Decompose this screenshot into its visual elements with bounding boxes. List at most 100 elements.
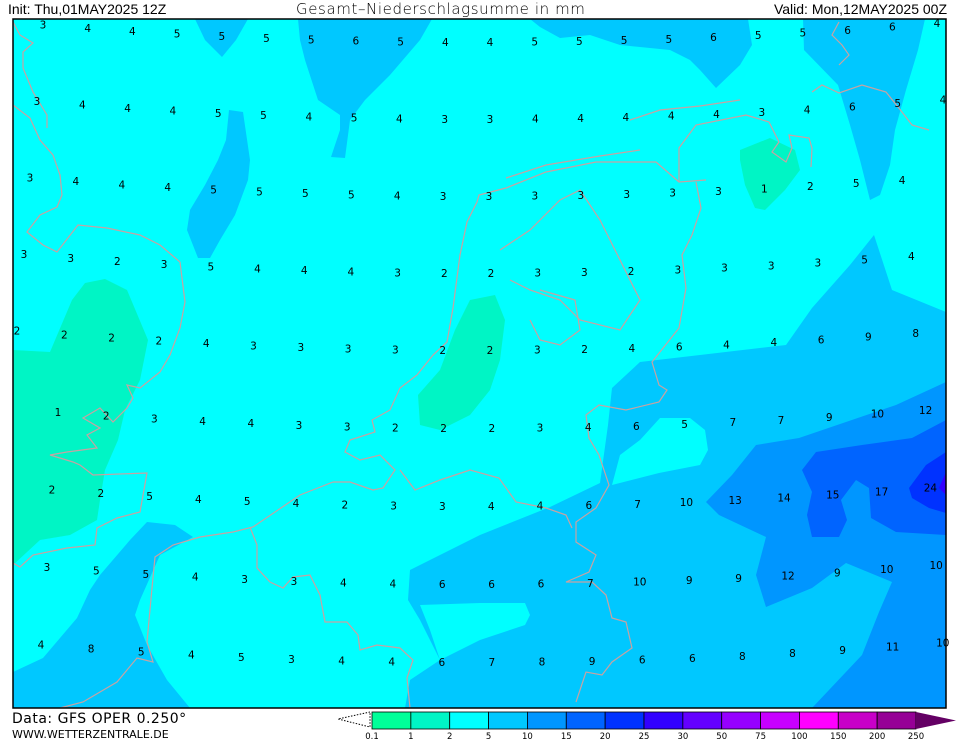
grid-value-label: 4 — [629, 343, 636, 355]
legend-swatch — [643, 711, 684, 730]
grid-value-label: 4 — [396, 113, 403, 125]
grid-value-label: 9 — [686, 575, 693, 587]
grid-value-label: 6 — [538, 579, 545, 591]
grid-value-label: 3 — [669, 188, 676, 200]
grid-value-label: 10 — [936, 638, 949, 650]
grid-value-label: 4 — [488, 501, 495, 513]
grid-value-label: 4 — [73, 176, 80, 188]
init-time: Init: Thu,01MAY2025 12Z — [8, 1, 167, 17]
grid-value-label: 4 — [908, 251, 915, 263]
grid-value-label: 12 — [919, 405, 932, 417]
grid-value-label: 8 — [789, 648, 796, 660]
legend-overflow-triangle — [916, 712, 956, 729]
grid-value-label: 3 — [27, 173, 34, 185]
grid-value-label: 5 — [215, 108, 222, 120]
grid-value-label: 5 — [576, 36, 583, 48]
grid-value-label: 4 — [388, 656, 395, 668]
grid-value-label: 5 — [531, 37, 538, 49]
legend-tick-label: 30 — [677, 732, 688, 741]
website-label: WWW.WETTERZENTRALE.DE — [12, 728, 169, 741]
grid-value-label: 6 — [488, 579, 495, 591]
legend-tick-label: 15 — [561, 732, 572, 741]
grid-value-label: 6 — [585, 500, 592, 512]
grid-value-label: 3 — [394, 267, 401, 279]
grid-value-label: 3 — [390, 500, 397, 512]
grid-value-label: 5 — [308, 34, 315, 46]
legend-underflow-triangle — [337, 711, 371, 728]
grid-value-label: 11 — [886, 642, 899, 654]
grid-value-label: 4 — [195, 494, 202, 506]
grid-value-label: 4 — [394, 190, 401, 202]
legend-swatch — [565, 711, 606, 730]
grid-value-label: 6 — [676, 341, 683, 353]
grid-value-label: 4 — [338, 655, 345, 667]
legend-swatch — [604, 711, 645, 730]
grid-value-label: 2 — [103, 410, 110, 422]
grid-value-label: 3 — [487, 114, 494, 126]
grid-value-label: 8 — [739, 651, 746, 663]
data-source: Data: GFS OPER 0.250° — [12, 711, 187, 727]
grid-value-label: 4 — [84, 23, 91, 35]
map-title: Gesamt–Niederschlagsumme in mm — [296, 0, 586, 18]
grid-value-label: 8 — [539, 657, 546, 669]
grid-value-label: 3 — [241, 574, 248, 586]
grid-value-label: 10 — [680, 497, 693, 509]
grid-value-label: 5 — [621, 35, 628, 47]
grid-value-label: 4 — [577, 113, 584, 125]
grid-value-label: 5 — [351, 113, 358, 125]
grid-value-label: 5 — [681, 419, 688, 431]
grid-value-label: 1 — [761, 184, 768, 196]
grid-value-label: 5 — [260, 110, 267, 122]
legend-tick-label: 100 — [791, 732, 807, 741]
grid-value-label: 6 — [633, 421, 640, 433]
grid-value-label: 4 — [348, 267, 355, 279]
grid-value-label: 9 — [735, 573, 742, 585]
legend-tick-label: 75 — [755, 732, 766, 741]
precip-fields — [13, 19, 946, 708]
grid-value-label: 5 — [93, 566, 100, 578]
grid-value-label: 4 — [713, 109, 720, 121]
grid-value-label: 5 — [256, 187, 263, 199]
grid-value-label: 2 — [807, 181, 814, 193]
grid-value-labels: 3 4 4 5 5 5 5 6 5 4 4 5 5 5 5 6 5 5 6 6 4 3 4 4 4 5 5 4 5 4 3 3 4 4 4 4 4 3 4 6… — [14, 18, 950, 669]
legend-tick-label: 25 — [639, 732, 650, 741]
grid-value-label: 3 — [721, 263, 728, 275]
legend-swatch — [449, 711, 489, 730]
grid-value-label: 6 — [844, 25, 851, 37]
grid-value-label: 7 — [634, 499, 641, 511]
field-15-20 — [802, 420, 946, 537]
grid-value-label: 5 — [146, 491, 153, 503]
grid-value-label: 3 — [344, 421, 351, 433]
grid-value-label: 9 — [834, 567, 841, 579]
grid-value-label: 5 — [894, 98, 901, 110]
legend-tick-label: 250 — [908, 732, 924, 741]
grid-value-label: 4 — [585, 422, 592, 434]
grid-value-label: 3 — [392, 344, 399, 356]
grid-value-label: 3 — [486, 191, 493, 203]
grid-value-label: 2 — [439, 345, 446, 357]
grid-value-label: 2 — [49, 484, 56, 496]
grid-value-label: 1 — [55, 407, 62, 419]
grid-value-label: 4 — [254, 264, 261, 276]
grid-value-label: 4 — [899, 175, 906, 187]
legend-tick-label: 10 — [522, 732, 533, 741]
legend-tick-label: 20 — [600, 732, 611, 741]
grid-value-label: 2 — [488, 268, 495, 280]
grid-value-label: 6 — [818, 335, 825, 347]
grid-value-label: 3 — [44, 562, 51, 574]
grid-value-label: 4 — [203, 338, 210, 350]
grid-value-label: 6 — [353, 36, 360, 48]
field-2-5-pockets — [420, 418, 708, 660]
grid-value-label: 9 — [589, 656, 596, 668]
grid-value-label: 12 — [781, 570, 794, 582]
legend-swatch — [837, 711, 878, 730]
legend-tick-label: 5 — [486, 732, 491, 741]
grid-value-label: 6 — [438, 657, 445, 669]
grid-value-label: 6 — [710, 32, 717, 44]
legend-tick-label: 150 — [830, 732, 846, 741]
field-20-25 — [909, 452, 946, 513]
grid-value-label: 4 — [79, 100, 86, 112]
grid-value-label: 3 — [715, 186, 722, 198]
grid-value-label: 4 — [487, 37, 494, 49]
grid-value-label: 2 — [440, 423, 447, 435]
